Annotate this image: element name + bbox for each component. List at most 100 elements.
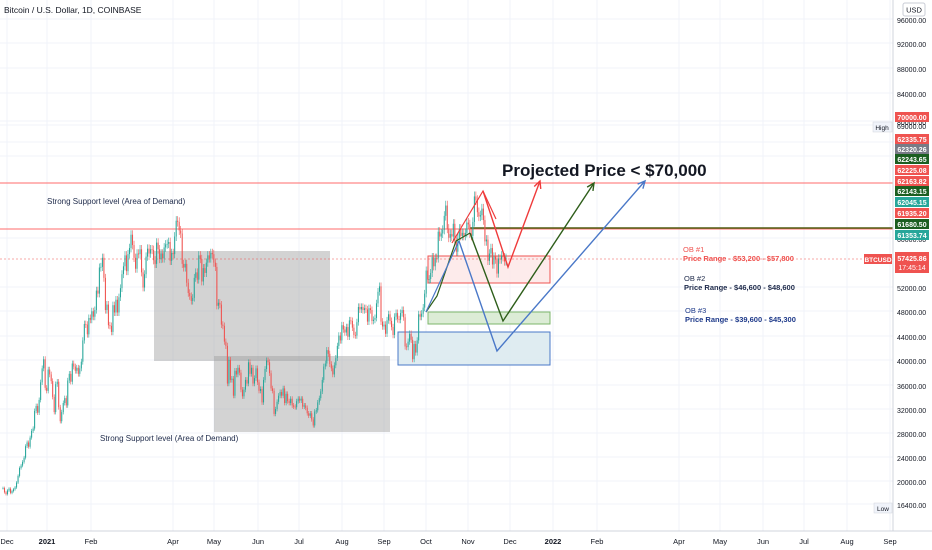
candle-body xyxy=(145,256,147,275)
price-tick-label: 92000.00 xyxy=(897,42,926,49)
candle-body xyxy=(466,222,468,233)
candle-body xyxy=(476,200,478,213)
candle-body xyxy=(378,286,381,292)
candle-body xyxy=(163,247,165,259)
candle-body xyxy=(267,360,269,363)
time-tick-label: Jun xyxy=(757,537,769,546)
candle-body xyxy=(428,279,430,280)
candle-body xyxy=(139,249,141,255)
time-tick-label: Sep xyxy=(883,537,896,546)
candle-body xyxy=(210,252,212,259)
price-tick-label: 24000.00 xyxy=(897,456,926,463)
candle-body xyxy=(142,272,144,288)
candle-body xyxy=(377,291,379,304)
candle-body xyxy=(342,325,344,330)
candle-body xyxy=(180,230,182,234)
candle-body xyxy=(13,489,15,492)
candle-body xyxy=(430,272,432,280)
candle-body xyxy=(53,396,55,413)
candle-body xyxy=(16,482,18,488)
price-tag[interactable] xyxy=(895,197,929,207)
candle-body xyxy=(333,365,335,375)
candle-body xyxy=(338,335,340,346)
price-tag[interactable] xyxy=(895,165,929,175)
candle-body xyxy=(485,239,487,242)
candle-body xyxy=(256,368,259,383)
price-tag[interactable] xyxy=(895,230,929,240)
price-tag[interactable] xyxy=(895,186,929,196)
price-tick-label: 52000.00 xyxy=(897,286,926,293)
price-tick-label: 60000.00 xyxy=(897,237,926,244)
candle-body xyxy=(443,215,445,230)
projected-path-red[interactable] xyxy=(482,180,541,270)
candle-body xyxy=(344,329,346,333)
support-zone[interactable] xyxy=(154,251,330,361)
candle-body xyxy=(354,334,356,336)
candle-body xyxy=(409,333,411,342)
time-tick-label: Aug xyxy=(840,537,853,546)
time-tick-label: Apr xyxy=(673,537,685,546)
last-price-symbol-tag[interactable] xyxy=(864,254,892,264)
candle-body xyxy=(220,304,222,325)
candle-body xyxy=(144,274,146,288)
candle-body xyxy=(278,395,280,402)
candle-body xyxy=(491,248,493,265)
order-block-zone[interactable] xyxy=(427,311,551,325)
candle-body xyxy=(73,363,75,367)
candle-body xyxy=(181,233,183,264)
price-tag[interactable] xyxy=(895,208,929,218)
trend-leg-blue[interactable] xyxy=(425,240,460,313)
candle-body xyxy=(77,367,79,374)
candle-body xyxy=(350,320,352,322)
price-tick-label: 44000.00 xyxy=(897,335,926,342)
candle-body xyxy=(235,370,237,375)
candle-body xyxy=(467,222,469,225)
price-tag[interactable] xyxy=(895,134,929,144)
candle-body xyxy=(449,234,451,238)
time-tick-label: Nov xyxy=(461,537,475,546)
candle-body xyxy=(112,305,114,332)
candle-body xyxy=(431,257,433,273)
candle-body xyxy=(171,252,173,261)
time-tick-label: May xyxy=(207,537,221,546)
candle-body xyxy=(217,302,219,306)
candle-body xyxy=(252,367,254,384)
candle-body xyxy=(23,457,25,462)
candle-body xyxy=(237,367,239,375)
candle-body xyxy=(499,258,501,260)
candle-body xyxy=(67,380,69,406)
support-zone[interactable] xyxy=(214,356,390,432)
trend-leg-red[interactable] xyxy=(451,189,497,244)
candle-body xyxy=(427,270,429,280)
projected-path-green[interactable] xyxy=(469,182,595,323)
time-tick-label: Jul xyxy=(294,537,304,546)
currency-badge[interactable] xyxy=(902,2,926,17)
candle-body xyxy=(464,232,466,236)
candle-body xyxy=(172,252,174,255)
candle-body xyxy=(403,310,405,318)
candle-body xyxy=(14,487,16,490)
projected-path-blue[interactable] xyxy=(458,180,646,353)
price-tag[interactable] xyxy=(895,144,929,154)
candle-body xyxy=(381,321,384,327)
low-marker-label: Low xyxy=(877,506,889,513)
price-tag[interactable] xyxy=(895,176,929,186)
price-tag[interactable] xyxy=(895,112,929,122)
candle-body xyxy=(442,229,444,234)
candle-body xyxy=(336,345,338,359)
candle-body xyxy=(388,314,390,321)
candle-body xyxy=(241,389,243,397)
price-tag[interactable] xyxy=(895,219,929,229)
candle-body xyxy=(71,363,73,382)
candle-body xyxy=(225,341,227,346)
candle-body xyxy=(22,461,24,466)
candle-body xyxy=(366,309,368,322)
price-tag-label: 62225.08 xyxy=(897,168,926,175)
candle-body xyxy=(347,327,349,337)
candle-body xyxy=(175,220,177,237)
order-block-zone[interactable] xyxy=(397,331,551,366)
candle-body xyxy=(272,388,274,391)
price-tag[interactable] xyxy=(895,154,929,164)
last-price-tag[interactable] xyxy=(895,252,929,273)
